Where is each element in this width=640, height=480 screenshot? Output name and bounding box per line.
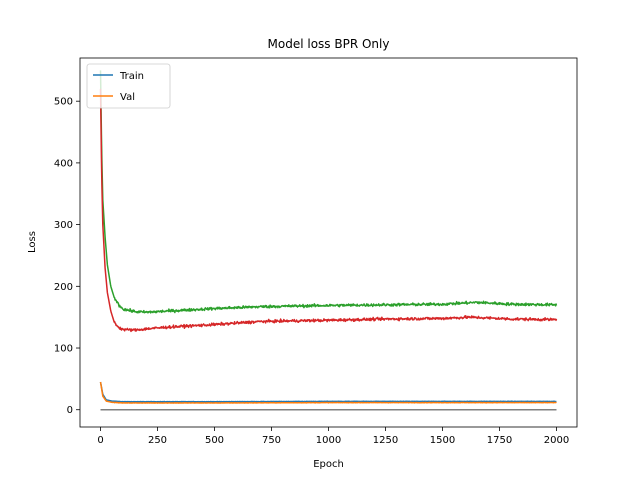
x-tick-label: 1750: [487, 435, 512, 446]
series-line-3: [99, 88, 558, 333]
y-axis-ticks: 0 100 200 300 400 500: [54, 97, 80, 416]
x-tick-label: 750: [262, 435, 281, 446]
x-axis-label: Epoch: [313, 459, 344, 470]
y-tick-label: 500: [54, 97, 73, 108]
chart-title: Model loss BPR Only: [268, 37, 390, 51]
x-tick-label: 1500: [430, 435, 455, 446]
y-axis-label: Loss: [27, 231, 38, 253]
legend: Train Val: [86, 63, 171, 109]
y-tick-label: 400: [54, 158, 73, 169]
y-tick-label: 200: [54, 282, 73, 293]
y-tick-label: 300: [54, 220, 73, 231]
x-tick-label: 1250: [373, 435, 398, 446]
y-tick-label: 0: [67, 405, 73, 416]
series-line-1: [99, 381, 557, 404]
x-tick-label: 2000: [544, 435, 569, 446]
series-line-2: [99, 70, 558, 314]
x-tick-label: 500: [205, 435, 224, 446]
x-tick-label: 250: [148, 435, 167, 446]
series-line-0: [99, 381, 557, 403]
legend-label-1: Val: [120, 92, 135, 103]
x-tick-label: 1000: [316, 435, 341, 446]
x-tick-label: 0: [97, 435, 103, 446]
x-axis-ticks: 0 250 500 750 1000 1250 1500 1750 2000: [97, 427, 569, 446]
plot-area: [99, 70, 558, 411]
legend-label-0: Train: [119, 71, 144, 82]
y-tick-label: 100: [54, 344, 73, 355]
